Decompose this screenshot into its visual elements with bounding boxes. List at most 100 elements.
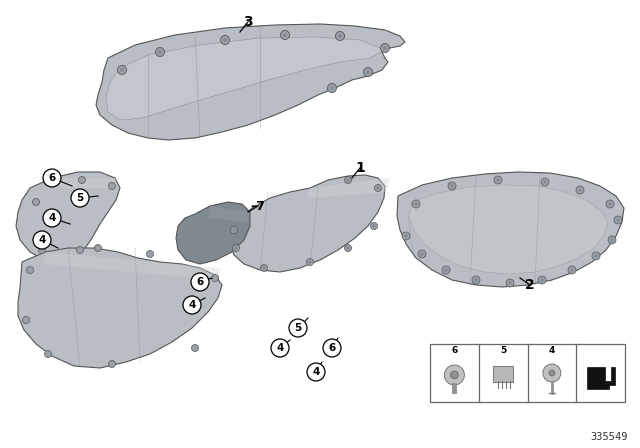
Circle shape <box>611 238 614 241</box>
Circle shape <box>71 189 89 207</box>
Circle shape <box>364 68 372 77</box>
Circle shape <box>372 224 376 228</box>
Circle shape <box>346 178 349 181</box>
Text: 6: 6 <box>451 345 458 354</box>
Text: 4: 4 <box>548 345 555 354</box>
Text: 6: 6 <box>196 277 204 287</box>
Circle shape <box>371 223 378 229</box>
Circle shape <box>307 258 314 266</box>
Circle shape <box>307 363 325 381</box>
Text: 4: 4 <box>276 343 284 353</box>
Text: 4: 4 <box>312 367 320 377</box>
Circle shape <box>43 169 61 187</box>
Text: 5: 5 <box>76 193 84 203</box>
Circle shape <box>323 339 341 357</box>
Circle shape <box>43 209 61 227</box>
Circle shape <box>260 264 268 271</box>
Text: 5: 5 <box>500 345 506 354</box>
Circle shape <box>444 268 447 271</box>
Polygon shape <box>44 252 220 280</box>
Circle shape <box>280 30 289 39</box>
Polygon shape <box>16 172 120 262</box>
Circle shape <box>451 371 458 379</box>
Circle shape <box>383 46 387 50</box>
Circle shape <box>543 364 561 382</box>
Circle shape <box>289 319 307 337</box>
Polygon shape <box>397 172 624 287</box>
Circle shape <box>335 31 344 40</box>
Circle shape <box>330 86 334 90</box>
Text: 3: 3 <box>243 15 253 29</box>
Circle shape <box>412 200 420 208</box>
Circle shape <box>344 177 351 184</box>
Text: 6: 6 <box>328 343 335 353</box>
Circle shape <box>402 232 410 240</box>
Circle shape <box>595 254 598 258</box>
Circle shape <box>366 70 370 74</box>
Circle shape <box>344 245 351 251</box>
Circle shape <box>404 234 408 237</box>
Circle shape <box>26 267 33 273</box>
Circle shape <box>606 200 614 208</box>
Circle shape <box>22 316 29 323</box>
Circle shape <box>609 202 612 206</box>
Circle shape <box>118 65 127 74</box>
Polygon shape <box>208 206 250 222</box>
Circle shape <box>283 33 287 37</box>
Circle shape <box>183 296 201 314</box>
Circle shape <box>271 339 289 357</box>
Circle shape <box>33 198 40 206</box>
Circle shape <box>374 185 381 191</box>
Circle shape <box>576 186 584 194</box>
Circle shape <box>616 219 620 222</box>
Circle shape <box>508 281 511 284</box>
Circle shape <box>381 43 390 52</box>
Text: 1: 1 <box>355 161 365 175</box>
Circle shape <box>79 177 86 184</box>
Text: 5: 5 <box>294 323 301 333</box>
Polygon shape <box>308 178 390 198</box>
Circle shape <box>232 228 236 232</box>
Circle shape <box>472 276 480 284</box>
Circle shape <box>234 246 237 250</box>
Circle shape <box>262 267 266 270</box>
Circle shape <box>540 278 543 282</box>
Text: 4: 4 <box>188 300 196 310</box>
Circle shape <box>211 275 218 281</box>
Circle shape <box>474 278 477 282</box>
Circle shape <box>147 250 154 258</box>
Circle shape <box>538 276 546 284</box>
Circle shape <box>570 268 573 271</box>
Circle shape <box>120 68 124 72</box>
Polygon shape <box>587 367 614 389</box>
Circle shape <box>418 250 426 258</box>
Circle shape <box>543 181 547 184</box>
Polygon shape <box>106 37 385 120</box>
Circle shape <box>451 185 454 188</box>
Circle shape <box>346 246 349 250</box>
Circle shape <box>338 34 342 38</box>
Circle shape <box>579 189 582 192</box>
Text: –7: –7 <box>251 199 266 212</box>
Polygon shape <box>96 24 405 140</box>
Circle shape <box>328 83 337 92</box>
Text: 6: 6 <box>49 173 56 183</box>
Circle shape <box>376 186 380 190</box>
Polygon shape <box>230 175 385 272</box>
Circle shape <box>223 38 227 42</box>
Polygon shape <box>409 185 608 274</box>
Circle shape <box>308 260 312 263</box>
Polygon shape <box>18 248 222 368</box>
Circle shape <box>568 266 576 274</box>
Circle shape <box>448 182 456 190</box>
Circle shape <box>45 350 51 358</box>
Circle shape <box>109 361 115 367</box>
Circle shape <box>156 47 164 56</box>
Circle shape <box>506 279 514 287</box>
Text: 2: 2 <box>525 278 535 292</box>
Circle shape <box>420 252 424 256</box>
FancyBboxPatch shape <box>430 344 625 402</box>
Circle shape <box>497 178 500 181</box>
Circle shape <box>442 266 450 274</box>
Circle shape <box>444 365 465 385</box>
